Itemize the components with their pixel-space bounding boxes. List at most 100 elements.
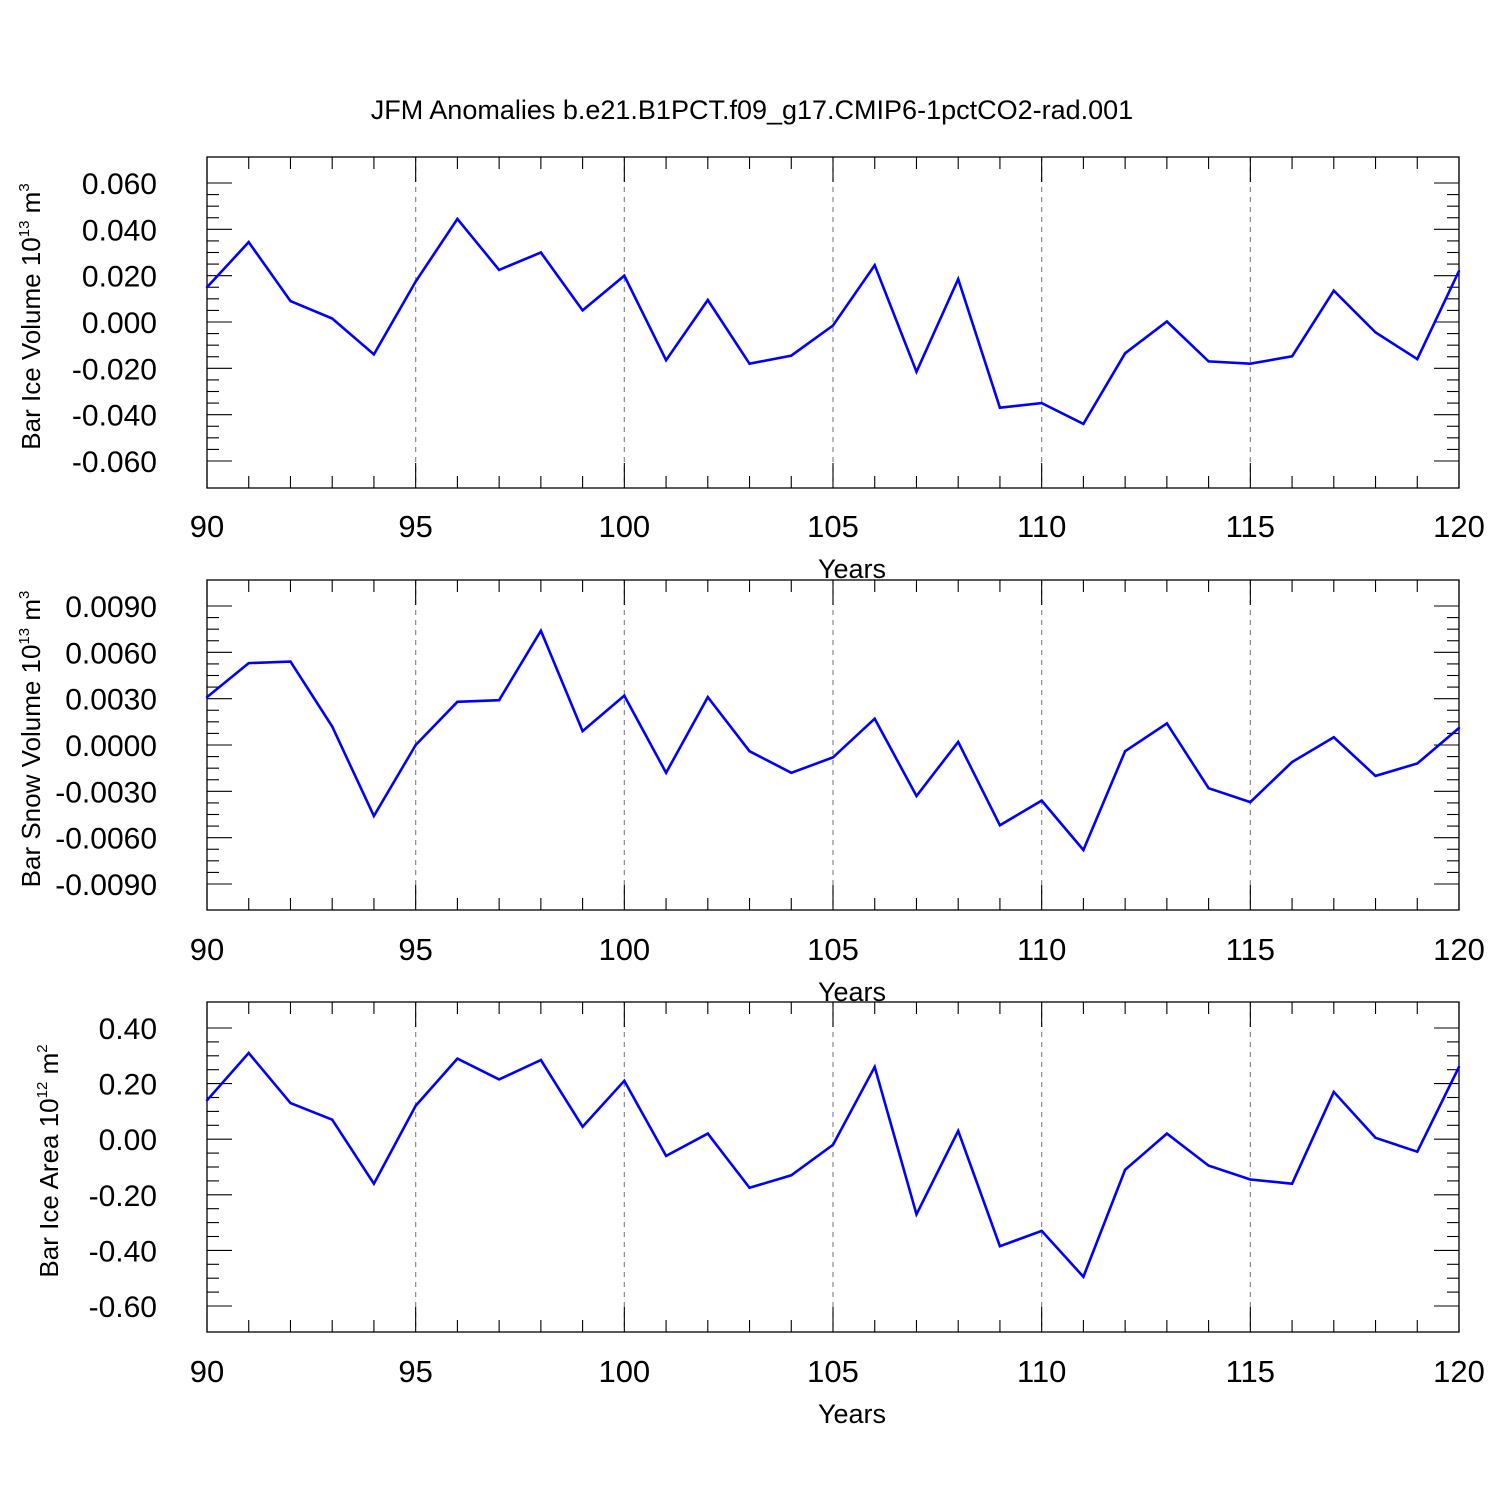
data-point [915,1213,918,1216]
data-point [581,729,584,733]
data-point [205,695,209,699]
y-tick-label: -0.40 [89,1235,157,1268]
data-point [1207,787,1210,790]
y-tick-label: -0.020 [72,353,157,386]
x-tick-label: 90 [190,509,224,544]
data-point [1082,422,1085,426]
data-point [1249,800,1252,804]
data-point [957,1129,960,1133]
data-point [247,661,250,665]
data-point [414,280,417,283]
data-point [1457,1065,1461,1069]
data-point [748,362,751,365]
data-point [1416,762,1419,765]
data-point [1165,722,1169,725]
data-point [1374,331,1377,334]
data-point [873,717,876,720]
data-point [664,359,668,362]
data-point [1040,401,1043,405]
data-point [331,317,334,320]
y-tick-label: 0.0000 [65,730,157,763]
x-tick-label: 100 [598,509,650,544]
data-point [873,264,876,267]
data-point [915,794,918,798]
figure-title: JFM Anomalies b.e21.B1PCT.f09_g17.CMIP6-… [371,95,1133,125]
data-point [497,1078,501,1081]
data-point [456,1057,459,1060]
data-point [539,629,543,632]
data-point [1249,1178,1252,1181]
x-tick-label: 95 [398,1354,432,1389]
x-tick-label: 100 [598,1354,650,1389]
y-tick-label: -0.20 [89,1180,157,1213]
data-point [1374,1136,1377,1140]
x-tick-label: 115 [1226,1354,1275,1389]
x-tick-label: 120 [1433,1354,1485,1389]
y-tick-label: -0.0030 [55,776,157,809]
y-tick-label: 0.0060 [65,637,157,670]
data-point [414,1104,417,1108]
y-tick-label: -0.060 [72,446,157,479]
data-point [497,699,501,702]
y-tick-label: 0.40 [99,1013,157,1046]
data-point [1290,760,1294,764]
data-point [623,274,626,277]
panel-3: 0.40 0.20 0.00 -0.20 -0.40 -0.60 90 95 100 105 110… [34,1001,1485,1429]
data-point [998,1245,1002,1248]
data-point [1082,848,1085,852]
data-point [1249,362,1252,365]
data-point [372,1182,376,1185]
y-tick-label: 0.040 [82,214,157,247]
y-tick-label: -0.60 [89,1291,157,1324]
data-point [706,695,709,699]
data-point [706,298,709,302]
data-point [331,725,334,728]
data-point [581,309,584,312]
data-point [957,277,960,281]
data-point [957,740,960,744]
data-point [1040,1229,1043,1233]
data-point [1457,726,1461,730]
data-point [998,406,1002,409]
x-tick-label: 100 [598,932,650,967]
data-point [456,700,459,703]
y-axis-label: Bar Ice Volume 1013 m3 [16,183,46,449]
panel-2: 0.0090 0.0060 0.0030 0.0000 -0.0030 -0.0060 -0… [16,579,1485,1007]
data-point [1416,357,1419,361]
data-point [831,1143,835,1146]
data-point [1332,289,1336,292]
x-tick-label: 110 [1017,932,1066,967]
data-point [1082,1275,1085,1279]
data-point [1416,1150,1419,1153]
y-tick-label: -0.0090 [55,869,157,902]
data-point [1123,749,1127,753]
data-point [790,1174,793,1177]
x-tick-label: 110 [1017,509,1066,544]
y-tick-label: -0.0060 [55,823,157,856]
data-point [539,1058,543,1062]
panel-1: 0.060 0.040 0.020 0.000 -0.020 -0.040 -0.060 90… [16,156,1485,584]
data-point [372,353,376,356]
data-point [289,299,292,303]
y-tick-label: 0.020 [82,261,157,294]
data-point [706,1132,709,1135]
y-axis-label: Bar Snow Volume 1013 m3 [16,591,46,888]
data-point [1207,360,1210,363]
y-tick-label: 0.000 [82,307,157,340]
data-point [414,743,417,747]
data-point [831,756,835,759]
data-point [1457,269,1461,273]
x-tick-label: 105 [807,509,859,544]
data-point [790,354,793,357]
x-tick-label: 110 [1017,1354,1066,1389]
y-axis-label: Bar Ice Area 1012 m2 [34,1044,64,1277]
data-point [1374,774,1377,778]
x-tick-label: 120 [1433,509,1485,544]
data-point [873,1065,876,1069]
data-point [1332,1090,1336,1094]
y-tick-label: 0.0090 [65,591,157,624]
data-point [748,1186,751,1190]
data-point [247,240,250,244]
x-tick-label: 90 [190,1354,224,1389]
x-tick-label: 115 [1226,509,1275,544]
